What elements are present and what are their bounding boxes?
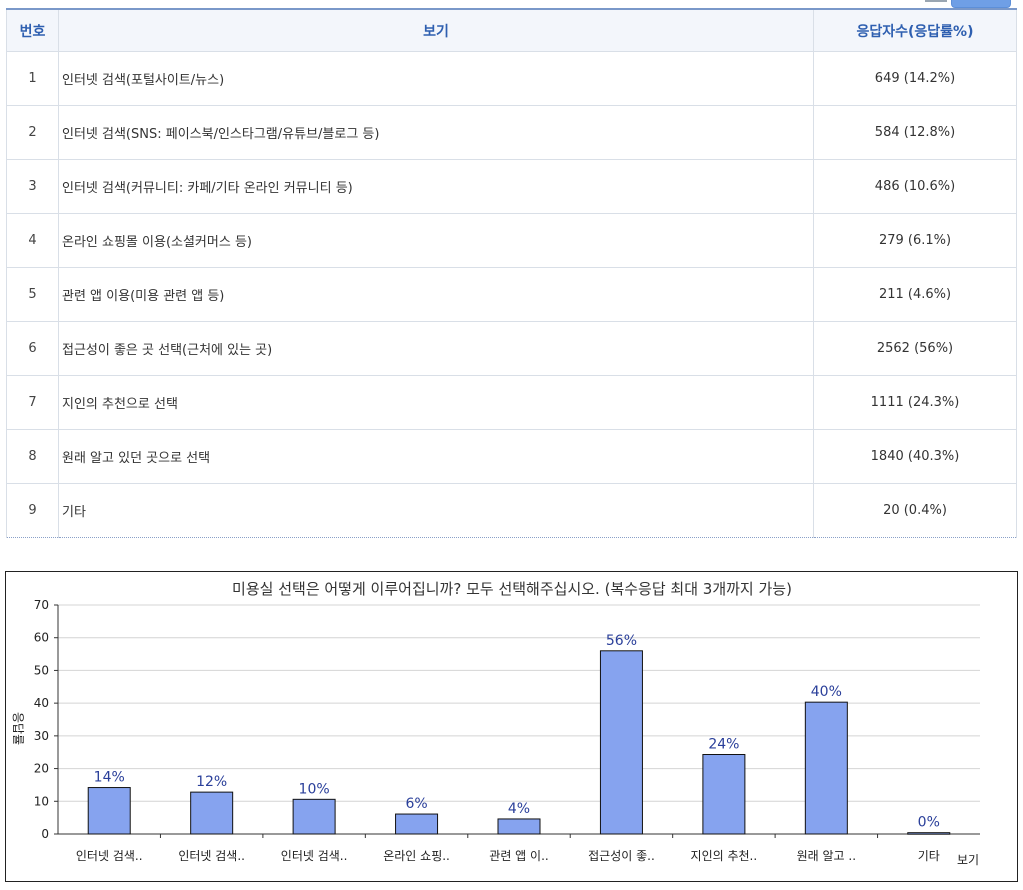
row-count: 20 (0.4%) [813,483,1017,538]
y-tick-label: 60 [34,631,49,645]
row-option: 원래 알고 있던 곳으로 선택 [58,429,814,484]
row-count: 486 (10.6%) [813,159,1017,214]
y-tick-label: 30 [34,729,49,743]
toolbar-button[interactable] [951,0,1011,8]
row-option: 인터넷 검색(포털사이트/뉴스) [58,51,814,106]
row-option: 접근성이 좋은 곳 선택(근처에 있는 곳) [58,321,814,376]
data-label: 40% [811,684,842,700]
x-tick-label: 인터넷 검색.. [178,849,245,863]
row-option: 기타 [58,483,814,538]
bar [395,813,439,835]
row-number: 9 [6,483,59,538]
row-number: 4 [6,213,59,268]
table-row: 8 원래 알고 있던 곳으로 선택 1840 (40.3%) [6,429,1017,484]
y-tick-label: 20 [34,762,49,776]
minimize-indicator [925,0,947,2]
y-tick-label: 0 [41,827,49,841]
data-label: 24% [708,737,739,753]
bar-chart: 미용실 선택은 어떻게 이루어집니까? 모두 선택해주십시오. (복수응답 최대… [11,580,980,867]
bar [497,818,541,835]
chart-panel: 미용실 선택은 어떻게 이루어집니까? 모두 선택해주십시오. (복수응답 최대… [5,571,1018,882]
row-count: 1840 (40.3%) [813,429,1017,484]
x-axis-label: 보기 [957,853,979,867]
header-option: 보기 [58,8,814,52]
row-count: 2562 (56%) [813,321,1017,376]
row-count: 211 (4.6%) [813,267,1017,322]
results-table: 번호 보기 응답자수(응답률%) 1 인터넷 검색(포털사이트/뉴스) 649 (1… [6,8,1017,538]
row-number: 7 [6,375,59,430]
table-row: 4 온라인 쇼핑몰 이용(소셜커머스 등) 279 (6.1%) [6,213,1017,268]
x-tick-label: 인터넷 검색.. [281,849,348,863]
table-row: 7 지인의 추천으로 선택 1111 (24.3%) [6,375,1017,430]
bar [702,754,746,835]
x-tick-label: 관련 앱 이.. [489,849,548,863]
x-tick-label: 기타 [918,849,940,863]
table-row: 6 접근성이 좋은 곳 선택(근처에 있는 곳) 2562 (56%) [6,321,1017,376]
header-no: 번호 [6,8,59,52]
table-header-row: 번호 보기 응답자수(응답률%) [6,8,1017,52]
data-label: 56% [606,633,637,649]
row-option: 지인의 추천으로 선택 [58,375,814,430]
table-row: 9 기타 20 (0.4%) [6,483,1017,538]
x-tick-label: 원래 알고 .. [797,849,856,863]
row-option: 관련 앱 이용(미용 관련 앱 등) [58,267,814,322]
data-label: 4% [508,801,530,817]
y-tick-label: 50 [34,663,49,677]
row-number: 8 [6,429,59,484]
data-label: 12% [196,774,227,790]
bar [907,832,951,835]
row-number: 6 [6,321,59,376]
x-tick-label: 접근성이 좋.. [588,849,655,863]
data-label: 14% [94,770,125,786]
x-tick-label: 인터넷 검색.. [76,849,143,863]
data-label: 6% [405,796,427,812]
bar [190,791,234,835]
row-option: 인터넷 검색(SNS: 페이스북/인스타그램/유튜브/블로그 등) [58,105,814,160]
row-count: 279 (6.1%) [813,213,1017,268]
table-row: 2 인터넷 검색(SNS: 페이스북/인스타그램/유튜브/블로그 등) 584 (1… [6,105,1017,160]
bar [599,650,643,835]
header-count: 응답자수(응답률%) [813,8,1017,52]
row-option: 온라인 쇼핑몰 이용(소셜커머스 등) [58,213,814,268]
x-tick-label: 온라인 쇼핑.. [383,849,450,863]
row-count: 1111 (24.3%) [813,375,1017,430]
table-row: 1 인터넷 검색(포털사이트/뉴스) 649 (14.2%) [6,51,1017,106]
data-label: 0% [918,815,940,831]
data-label: 10% [299,781,330,797]
row-number: 5 [6,267,59,322]
row-option: 인터넷 검색(커뮤니티: 카페/기타 온라인 커뮤니티 등) [58,159,814,214]
row-number: 1 [6,51,59,106]
y-axis-label: 응답률 [11,712,25,745]
y-tick-label: 10 [34,794,49,808]
row-number: 2 [6,105,59,160]
bar [804,701,848,835]
table-row: 3 인터넷 검색(커뮤니티: 카페/기타 온라인 커뮤니티 등) 486 (10.6… [6,159,1017,214]
y-tick-label: 70 [34,598,49,612]
bar [87,787,131,835]
bar [292,798,336,835]
row-count: 584 (12.8%) [813,105,1017,160]
row-number: 3 [6,159,59,214]
table-row: 5 관련 앱 이용(미용 관련 앱 등) 211 (4.6%) [6,267,1017,322]
x-tick-label: 지인의 추천.. [691,848,758,863]
chart-title: 미용실 선택은 어떻게 이루어집니까? 모두 선택해주십시오. (복수응답 최대… [232,580,792,598]
row-count: 649 (14.2%) [813,51,1017,106]
y-tick-label: 40 [34,696,49,710]
